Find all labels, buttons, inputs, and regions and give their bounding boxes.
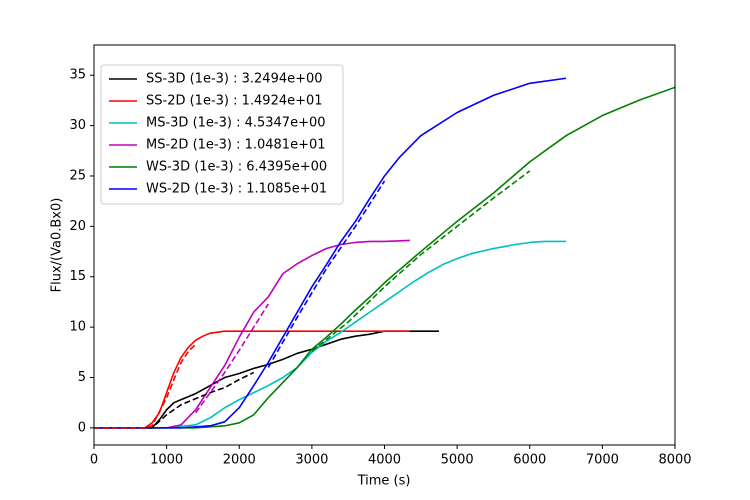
x-tick-label: 8000 (658, 453, 691, 468)
y-tick-label: 10 (69, 320, 86, 335)
line (94, 330, 439, 429)
dashed-line (311, 170, 531, 352)
x-tick-label: 1000 (150, 453, 183, 468)
y-tick-label: 15 (69, 269, 86, 284)
x-axis-label: Time (s) (357, 474, 411, 489)
dashed-line (195, 303, 269, 414)
y-tick-label: 0 (78, 420, 86, 435)
line (94, 86, 675, 429)
x-tick-label: 6000 (513, 453, 546, 468)
legend-label: MS-2D (1e-3) : 1.0481e+01 (146, 138, 326, 153)
y-tick-label: 25 (69, 168, 86, 183)
legend-label: SS-3D (1e-3) : 3.2494e+00 (146, 72, 323, 87)
dashed-line (94, 343, 197, 429)
line (94, 330, 410, 429)
x-tick-label: 5000 (441, 453, 474, 468)
x-tick-label: 7000 (586, 453, 619, 468)
y-axis-label: Flux/(Va0.Bx0) (50, 198, 65, 293)
y-tick-label: 35 (69, 68, 86, 83)
y-tick-label: 30 (69, 118, 86, 133)
y-tick-label: 20 (69, 219, 86, 234)
line (94, 240, 567, 429)
line (94, 239, 410, 429)
dashed-line (267, 180, 386, 368)
legend: SS-3D (1e-3) : 3.2494e+00 SS-2D (1e-3) : … (100, 64, 344, 205)
x-tick-label: 4000 (368, 453, 401, 468)
y-tick-label: 5 (78, 370, 86, 385)
x-tick-label: 2000 (223, 453, 256, 468)
plot-lines (94, 77, 675, 429)
x-tick-label: 3000 (295, 453, 328, 468)
legend-label: MS-3D (1e-3) : 4.5347e+00 (146, 116, 326, 131)
x-tick-label: 0 (90, 453, 98, 468)
legend-label: WS-3D (1e-3) : 6.4395e+00 (146, 160, 327, 175)
dashed-line (94, 371, 255, 429)
legend-label: WS-2D (1e-3) : 1.1085e+01 (146, 182, 327, 197)
legend-label: SS-2D (1e-3) : 1.4924e+01 (146, 94, 323, 109)
line (94, 77, 567, 429)
legend-box (100, 64, 344, 205)
